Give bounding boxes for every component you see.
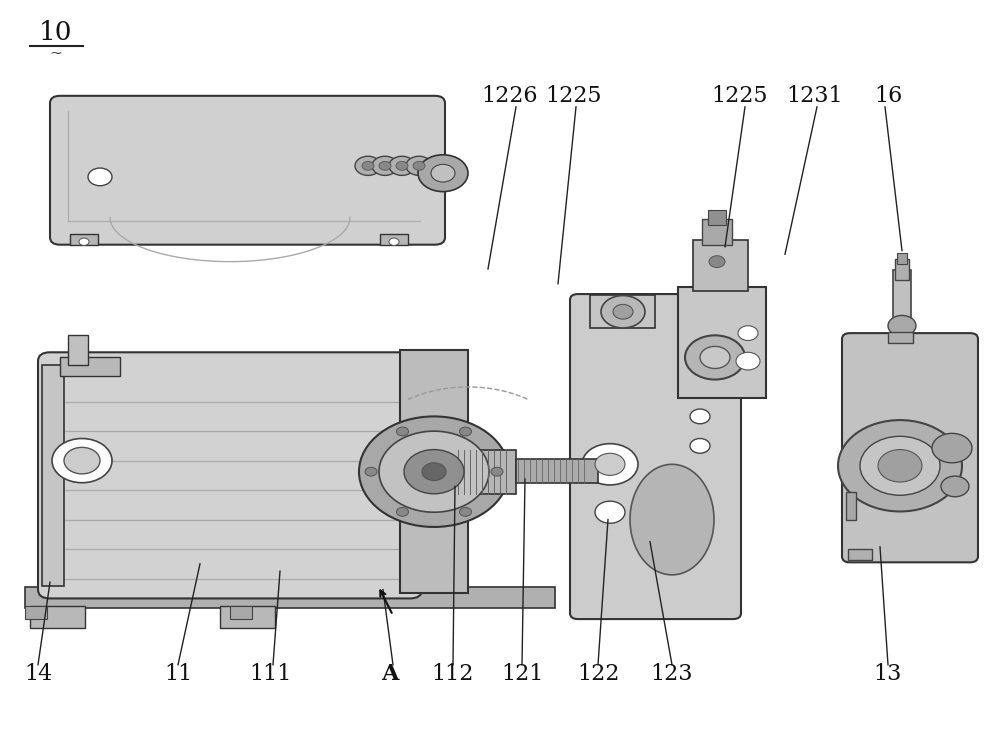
Circle shape xyxy=(362,161,374,170)
Circle shape xyxy=(406,156,432,175)
Circle shape xyxy=(389,156,415,175)
Text: A: A xyxy=(381,663,399,685)
Text: 112: 112 xyxy=(432,663,474,685)
Circle shape xyxy=(860,436,940,495)
Circle shape xyxy=(932,433,972,463)
Bar xyxy=(846,492,856,520)
Text: 1225: 1225 xyxy=(546,85,602,107)
Bar xyxy=(220,606,275,628)
Circle shape xyxy=(379,431,489,512)
Circle shape xyxy=(389,238,399,245)
Circle shape xyxy=(685,335,745,380)
FancyBboxPatch shape xyxy=(842,333,978,562)
FancyBboxPatch shape xyxy=(38,352,422,598)
Text: 1231: 1231 xyxy=(787,85,843,107)
Circle shape xyxy=(413,161,425,170)
Circle shape xyxy=(838,420,962,511)
Bar xyxy=(456,450,516,494)
Bar xyxy=(895,259,909,280)
Ellipse shape xyxy=(630,464,714,575)
Text: 123: 123 xyxy=(651,663,693,685)
Bar xyxy=(400,350,468,593)
Text: 1226: 1226 xyxy=(482,85,538,107)
Circle shape xyxy=(431,164,455,182)
Bar xyxy=(888,332,913,343)
Bar xyxy=(60,357,120,376)
Bar xyxy=(516,459,598,483)
Bar xyxy=(30,606,85,628)
Text: 111: 111 xyxy=(249,663,291,685)
Bar xyxy=(25,606,47,619)
Circle shape xyxy=(88,168,112,186)
Text: ~: ~ xyxy=(50,48,62,61)
Circle shape xyxy=(601,296,645,328)
Circle shape xyxy=(491,467,503,476)
Circle shape xyxy=(888,315,916,336)
Text: 13: 13 xyxy=(874,663,902,685)
Circle shape xyxy=(396,161,408,170)
Circle shape xyxy=(459,508,472,517)
Circle shape xyxy=(422,463,446,481)
Circle shape xyxy=(582,444,638,485)
Circle shape xyxy=(690,439,710,453)
Circle shape xyxy=(878,450,922,482)
Text: 10: 10 xyxy=(39,20,73,45)
Bar xyxy=(590,295,655,328)
Circle shape xyxy=(690,409,710,424)
Circle shape xyxy=(709,256,725,268)
Circle shape xyxy=(379,161,391,170)
Bar xyxy=(893,270,911,326)
Bar xyxy=(380,234,408,245)
Circle shape xyxy=(359,416,509,527)
Bar xyxy=(693,240,748,291)
Circle shape xyxy=(613,304,633,319)
Circle shape xyxy=(418,155,468,192)
Text: 121: 121 xyxy=(501,663,543,685)
Circle shape xyxy=(460,427,472,436)
Circle shape xyxy=(372,156,398,175)
Circle shape xyxy=(396,508,408,517)
Circle shape xyxy=(738,326,758,340)
Bar xyxy=(678,287,766,398)
Bar xyxy=(708,210,726,225)
Text: 14: 14 xyxy=(24,663,52,685)
Text: 11: 11 xyxy=(164,663,192,685)
FancyBboxPatch shape xyxy=(570,294,741,619)
Bar xyxy=(848,549,872,560)
Bar xyxy=(702,219,732,245)
Bar xyxy=(230,606,252,619)
Circle shape xyxy=(355,156,381,175)
Circle shape xyxy=(79,238,89,245)
Circle shape xyxy=(595,501,625,523)
FancyBboxPatch shape xyxy=(50,96,445,245)
Bar xyxy=(897,253,907,264)
Text: 122: 122 xyxy=(577,663,619,685)
Circle shape xyxy=(595,453,625,475)
Circle shape xyxy=(404,450,464,494)
Circle shape xyxy=(64,447,100,474)
Text: 16: 16 xyxy=(874,85,902,107)
Circle shape xyxy=(736,352,760,370)
Circle shape xyxy=(52,439,112,483)
Bar xyxy=(68,335,88,365)
Circle shape xyxy=(941,476,969,497)
Bar xyxy=(70,234,98,245)
Bar xyxy=(25,587,555,608)
Circle shape xyxy=(365,467,377,476)
Circle shape xyxy=(396,427,409,436)
Text: 1225: 1225 xyxy=(712,85,768,107)
Bar xyxy=(42,365,64,586)
Circle shape xyxy=(700,346,730,368)
